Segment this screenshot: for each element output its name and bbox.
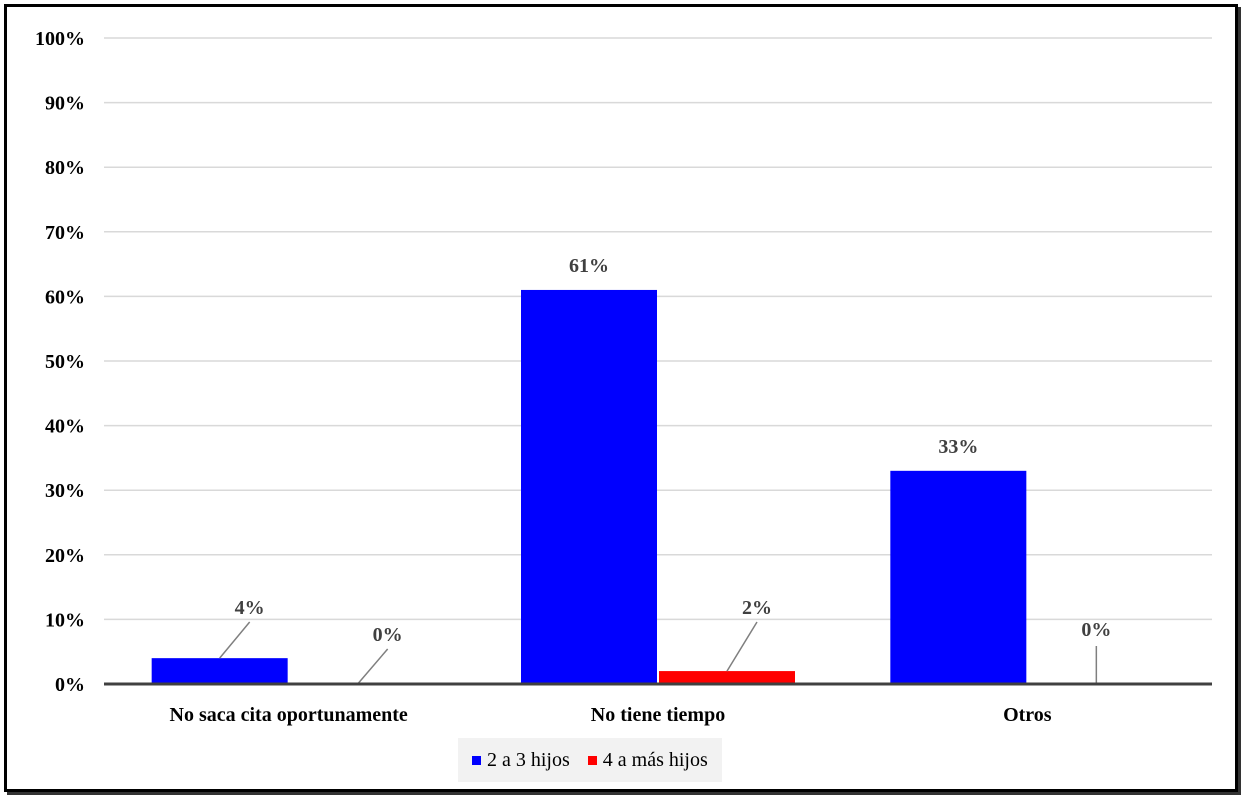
data-labels: 4% 0% 61% 2% 33% 0% [235, 255, 1112, 646]
leader-line [219, 621, 251, 659]
y-tick-label: 80% [45, 157, 85, 179]
x-category-label: No saca cita oportunamente [170, 704, 408, 726]
bar-2 [659, 671, 795, 684]
legend: 2 a 3 hijos 4 a más hijos [458, 738, 722, 782]
leader-line [357, 648, 389, 685]
legend-label-series-2: 4 a más hijos [602, 748, 708, 771]
x-category-label: No tiene tiempo [591, 704, 725, 726]
bars [151, 289, 1027, 684]
bar-1 [890, 470, 1027, 684]
legend-item-series-2: 4 a más hijos [587, 748, 708, 772]
bar-1 [521, 289, 657, 684]
y-tick-label: 0% [55, 674, 85, 696]
x-category-label: Otros [1003, 704, 1052, 726]
y-tick-label: 50% [45, 351, 85, 373]
gridlines [104, 37, 1212, 621]
bar-1 [151, 658, 288, 684]
y-tick-label: 40% [45, 416, 85, 438]
y-tick-label: 90% [45, 93, 85, 115]
y-tick-label: 60% [45, 286, 85, 308]
data-label: 0% [1081, 619, 1111, 641]
legend-item-series-1: 2 a 3 hijos [472, 749, 570, 772]
y-tick-label: 30% [45, 480, 85, 502]
leader-line [726, 621, 758, 672]
y-tick-label: 100% [35, 28, 85, 50]
data-label: 33% [938, 436, 978, 458]
leader-lines [219, 621, 1098, 685]
legend-swatch-series-2 [587, 755, 597, 765]
data-label: 0% [373, 624, 403, 646]
y-tick-label: 10% [45, 609, 85, 631]
y-axis-tick-labels: 0% 10% 20% 30% 40% 50% 60% 70% 80% 90% 100% [35, 28, 85, 696]
x-axis-category-labels: No saca cita oportunamente No tiene tiemp… [170, 704, 1052, 726]
y-tick-label: 70% [45, 222, 85, 244]
legend-label-series-1: 2 a 3 hijos [487, 748, 570, 771]
data-label: 2% [742, 597, 772, 619]
data-label: 4% [235, 597, 265, 619]
data-label: 61% [569, 255, 609, 277]
legend-swatch-series-1 [472, 755, 481, 765]
y-tick-label: 20% [45, 545, 85, 567]
